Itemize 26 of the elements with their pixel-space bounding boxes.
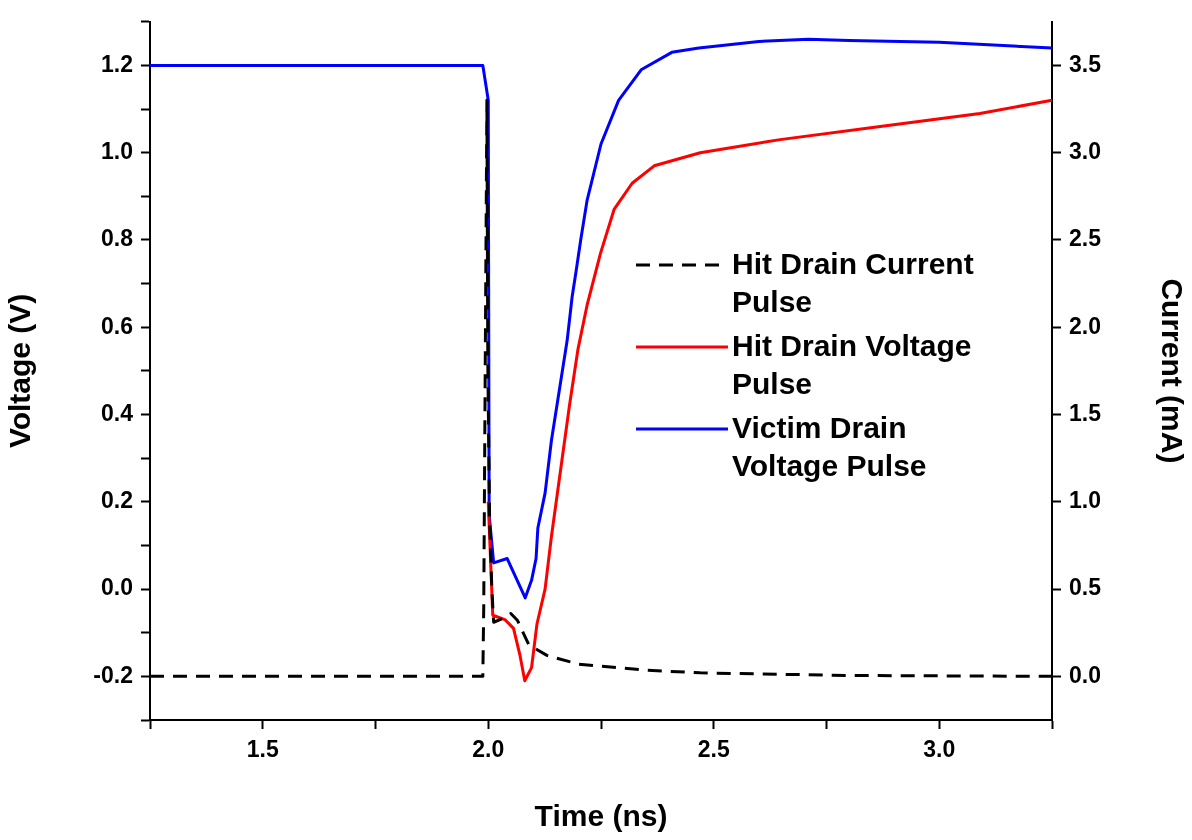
legend-label: Hit Drain Voltage Pulse [732,328,973,402]
y2-tick-label: 0.5 [1069,574,1102,601]
y-tick-label: 0.2 [101,487,133,514]
y2-tick-label: 0.0 [1069,661,1101,688]
y2-tick-label: 3.5 [1069,50,1102,77]
y-tick-label: 1.2 [101,50,133,77]
y2-tick-label: 1.5 [1069,399,1102,426]
y-tick-label: 0.4 [101,399,134,426]
y-axis-title: Voltage (V) [3,293,37,449]
x-axis-title: Time (ns) [534,799,668,833]
y-tick-label: 0.8 [101,225,134,252]
y2-axis-title: Current (mA) [1155,278,1189,464]
y-tick-label: 0.0 [101,574,133,601]
y-tick-label: -0.2 [93,661,133,688]
y-tick-label: 0.6 [101,312,133,339]
legend-label: Victim Drain Voltage Pulse [732,410,928,484]
x-tick-label: 2.0 [472,736,505,763]
x-tick-label: 3.0 [923,736,956,763]
y2-tick-label: 1.0 [1069,487,1101,514]
y2-tick-label: 2.5 [1069,225,1102,252]
legend-label: Hit Drain Current Pulse [732,246,975,320]
y2-tick-label: 2.0 [1069,312,1101,339]
x-tick-label: 2.5 [697,736,730,763]
x-tick-label: 1.5 [246,736,279,763]
y2-tick-label: 3.0 [1069,138,1101,165]
y-tick-label: 1.0 [101,138,133,165]
